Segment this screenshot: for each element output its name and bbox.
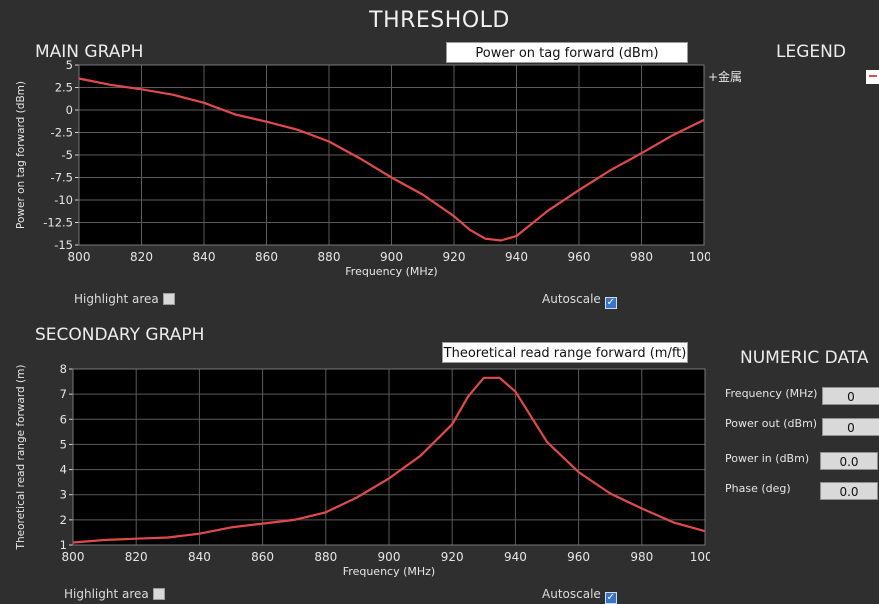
main-autoscale-label: Autoscale [542, 292, 601, 306]
secondary-autoscale-checkbox[interactable]: ✓ [604, 592, 617, 604]
y-tick-label: -5 [62, 148, 73, 162]
main-graph-selector[interactable]: Power on tag forward (dBm) [446, 42, 688, 63]
legend-heading: LEGEND [776, 42, 846, 62]
y-tick-label: -10 [54, 193, 73, 207]
secondary-highlight-area-checkbox[interactable] [152, 588, 165, 600]
x-tick-label: 840 [193, 250, 216, 264]
plot-border [72, 368, 706, 546]
frequency-field: 0 [822, 387, 879, 405]
x-tick-label: 800 [62, 550, 85, 564]
y-tick-label: 2 [60, 513, 67, 527]
y-axis-label: Power on tag forward (dBm) [15, 81, 27, 229]
series-line [72, 376, 706, 544]
y-tick-label: 1 [60, 538, 67, 552]
power-out-label: Power out (dBm) [725, 417, 818, 430]
y-tick-label: 8 [60, 362, 67, 376]
y-tick-label: -2.5 [51, 126, 73, 140]
y-tick-label: -7.5 [51, 171, 73, 185]
secondary-highlight-area-label: Highlight area [64, 587, 149, 601]
x-tick-label: 960 [567, 550, 590, 564]
y-tick-label: -12.5 [43, 216, 73, 230]
y-tick-label: 0 [66, 103, 73, 117]
x-tick-label: 880 [314, 550, 337, 564]
main-graph-chart: 800 820 840 860 880 900 920 940 960 980 1000 5 2.5 0 -… [15, 60, 710, 278]
x-tick-label: 920 [441, 550, 464, 564]
secondary-graph-selector[interactable]: Theoretical read range forward (m/ft) [442, 342, 688, 363]
x-tick-label: 880 [318, 250, 341, 264]
y-tick-label: 3 [60, 488, 67, 502]
x-tick-label: 860 [251, 550, 274, 564]
y-tick-label: 2.5 [55, 81, 73, 95]
x-tick-label: 980 [630, 550, 653, 564]
main-autoscale-toggle[interactable]: Autoscale ✓ [542, 292, 617, 309]
series-line [78, 77, 705, 242]
x-tick-label: 1000 [689, 250, 710, 264]
numeric-data-heading: NUMERIC DATA [740, 348, 869, 368]
x-tick-label: 940 [505, 250, 528, 264]
y-tick-label: 5 [66, 60, 73, 72]
x-tick-label: 980 [630, 250, 653, 264]
power-in-label: Power in (dBm) [725, 452, 810, 465]
y-tick-label: 7 [60, 387, 67, 401]
secondary-autoscale-label: Autoscale [542, 587, 601, 601]
x-tick-label: 900 [380, 250, 403, 264]
plot-border [78, 64, 705, 246]
x-tick-label: 860 [255, 250, 278, 264]
x-tick-label: 940 [504, 550, 527, 564]
secondary-graph-chart: 800 820 840 860 880 900 920 940 960 980 1000 8 7 6 5 4 3… [15, 362, 710, 578]
x-axis-label: Frequency (MHz) [343, 565, 435, 578]
main-highlight-area-label: Highlight area [74, 292, 159, 306]
main-autoscale-checkbox[interactable]: ✓ [604, 297, 617, 309]
secondary-graph-heading: SECONDARY GRAPH [35, 325, 205, 345]
main-graph-heading: MAIN GRAPH [35, 42, 144, 62]
power-out-field: 0 [822, 418, 879, 436]
secondary-highlight-area-toggle[interactable]: Highlight area [64, 587, 165, 601]
main-highlight-area-toggle[interactable]: Highlight area [74, 292, 175, 306]
y-axis-label: Theoretical read range forward (m) [15, 365, 27, 551]
phase-field: 0.0 [820, 482, 878, 500]
y-tick-label: -15 [54, 238, 73, 252]
x-tick-label: 900 [378, 550, 401, 564]
frequency-label: Frequency (MHz) [725, 387, 818, 400]
power-in-field: 0.0 [820, 452, 878, 470]
page-title: THRESHOLD [369, 8, 510, 33]
x-tick-label: 840 [188, 550, 211, 564]
legend-color-swatch [866, 70, 879, 84]
legend-item-label: +金属 [708, 70, 743, 84]
y-tick-label: 4 [60, 463, 67, 477]
main-highlight-area-checkbox[interactable] [162, 293, 175, 305]
x-tick-label: 1000 [690, 550, 710, 564]
secondary-autoscale-toggle[interactable]: Autoscale ✓ [542, 587, 617, 604]
x-tick-label: 920 [443, 250, 466, 264]
y-tick-label: 5 [60, 437, 67, 451]
phase-label: Phase (deg) [725, 482, 791, 495]
x-tick-label: 960 [568, 250, 591, 264]
x-tick-label: 820 [125, 550, 148, 564]
x-axis-label: Frequency (MHz) [345, 265, 437, 278]
y-tick-label: 6 [60, 412, 67, 426]
x-tick-label: 800 [68, 250, 91, 264]
x-tick-label: 820 [130, 250, 153, 264]
